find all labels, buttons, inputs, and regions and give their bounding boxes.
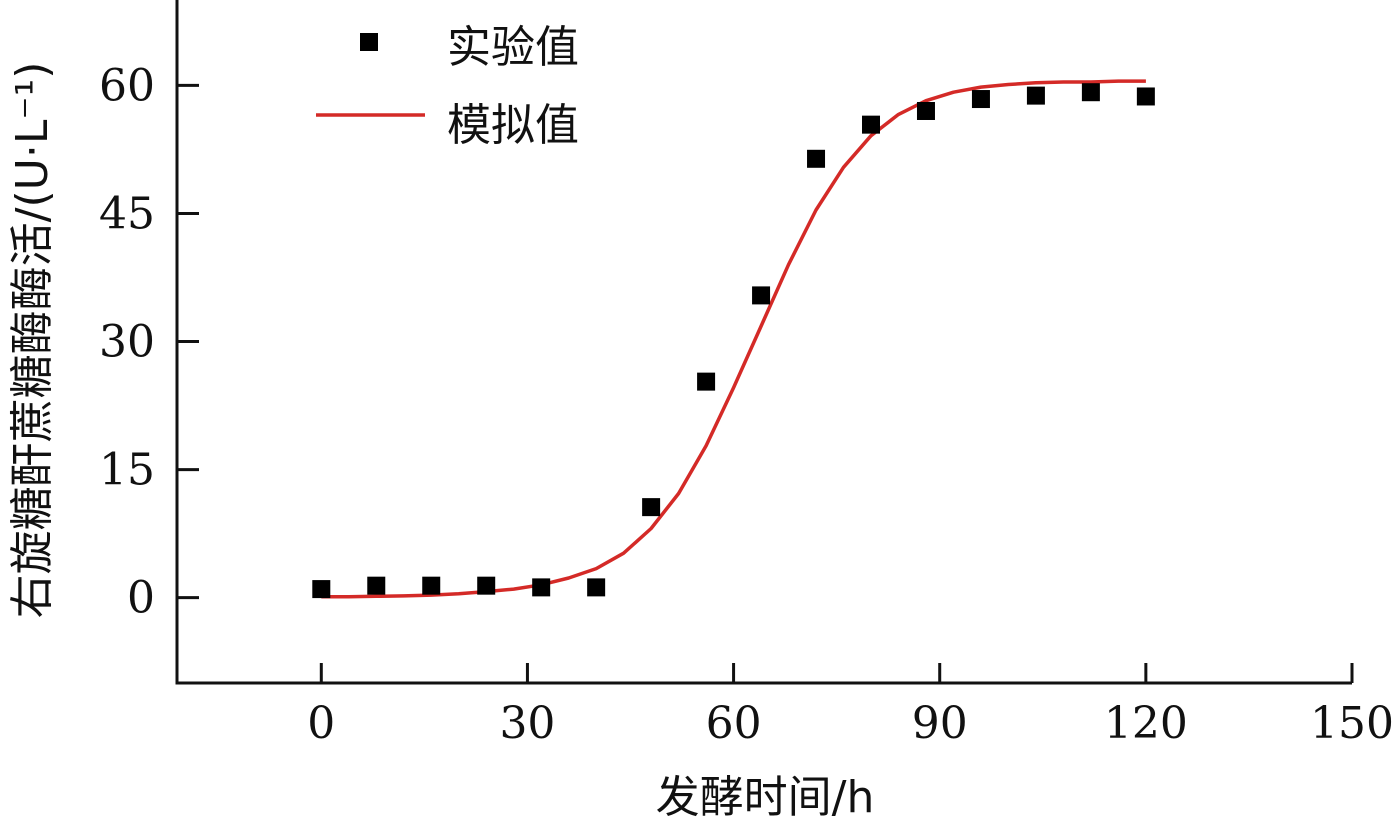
legend-label-simulated: 模拟值 [447, 100, 579, 151]
experimental-point [477, 576, 496, 595]
x-axis-title: 发酵时间/h [656, 772, 875, 823]
x-ticks: 0 30 60 90 120 150 [307, 663, 1394, 749]
experimental-point [642, 498, 661, 517]
experimental-point [1136, 87, 1155, 106]
experimental-point [971, 90, 990, 109]
y-tick-label: 15 [99, 445, 155, 496]
x-tick-label: 0 [307, 698, 335, 749]
experimental-point [587, 578, 606, 597]
simulated-curve [321, 79, 1146, 599]
y-tick-label: 0 [127, 573, 155, 624]
y-tick-label: 30 [99, 317, 155, 368]
experimental-point [1081, 83, 1100, 102]
plot-area [312, 79, 1155, 599]
experimental-point [807, 149, 826, 168]
experimental-point [862, 115, 881, 134]
y-axis-title: 右旋糖酐蔗糖酶酶活/(U·L⁻¹) [7, 62, 58, 619]
axes [175, 0, 1352, 685]
x-tick-label: 30 [499, 698, 555, 749]
legend-marker-experimental [360, 33, 378, 51]
experimental-point [916, 101, 935, 120]
x-tick-label: 120 [1104, 698, 1188, 749]
experimental-point [752, 286, 771, 305]
experimental-point [1026, 86, 1045, 105]
x-tick-label: 60 [706, 698, 762, 749]
experimental-point [367, 576, 386, 595]
x-tick-label: 90 [912, 698, 968, 749]
x-tick-label: 150 [1310, 698, 1394, 749]
y-ticks: 0 15 30 45 60 [99, 60, 199, 624]
y-tick-label: 45 [99, 188, 155, 239]
experimental-point [422, 576, 441, 595]
y-tick-label: 60 [99, 60, 155, 111]
experimental-point [532, 578, 551, 597]
experimental-point [312, 580, 331, 599]
legend-label-experimental: 实验值 [447, 22, 579, 73]
experimental-point [697, 372, 716, 391]
legend: 实验值 模拟值 [316, 22, 579, 151]
